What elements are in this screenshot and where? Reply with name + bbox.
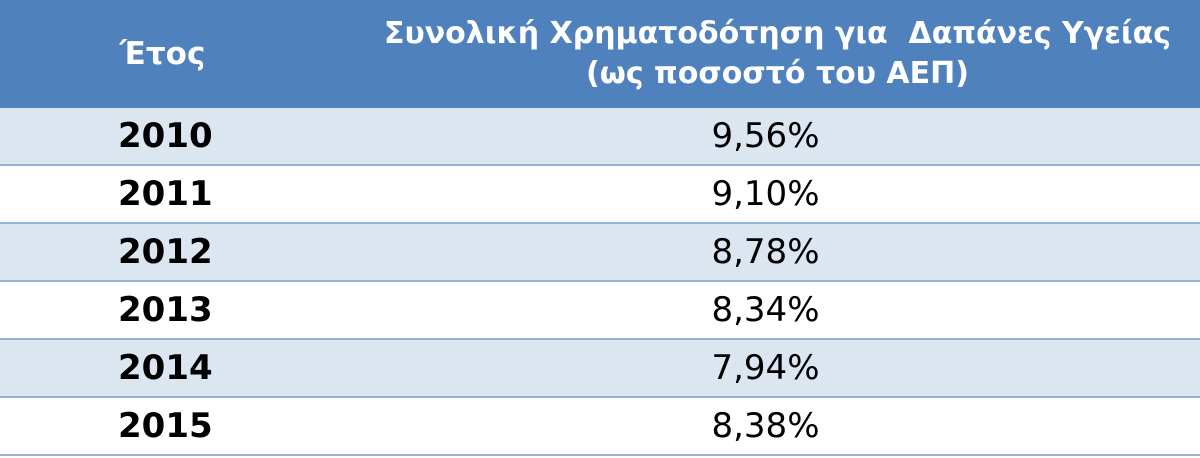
year-cell: 2011 — [118, 174, 213, 214]
year-cell: 2010 — [118, 116, 213, 156]
header-line: (ως ποσοστό του ΑΕΠ) — [586, 56, 969, 91]
header-row: Έτος Συνολική Χρηματοδότηση για Δαπάνες … — [0, 0, 1200, 108]
value-cell: 8,38% — [711, 406, 820, 446]
value-cell: 9,10% — [711, 174, 820, 214]
header-cell: Έτος — [119, 36, 206, 72]
table-row: 2012 8,78% — [0, 224, 1200, 282]
table-row: 2013 8,34% — [0, 282, 1200, 340]
value-cell: 8,34% — [711, 290, 820, 330]
year-cell: 2014 — [118, 348, 213, 388]
year-cell: 2015 — [118, 406, 213, 446]
table-body: 2010 9,56% 2011 9,10% 2012 8,78% 2013 8,34% 2014… — [0, 108, 1200, 456]
year-cell: 2013 — [118, 290, 213, 330]
table-row: 2014 7,94% — [0, 340, 1200, 398]
header-cell: Συνολική Χρηματοδότηση για Δαπάνες Υγεία… — [325, 0, 1200, 108]
year-cell: 2012 — [118, 232, 213, 272]
table-row: 2010 9,56% — [0, 108, 1200, 166]
header-line: Συνολική Χρηματοδότηση για Δαπάνες Υγεία… — [384, 16, 1171, 51]
table-row: 2011 9,10% — [0, 166, 1200, 224]
table-row: 2015 8,38% — [0, 398, 1200, 456]
value-cell: 7,94% — [711, 348, 820, 388]
value-cell: 8,78% — [711, 232, 820, 272]
value-cell: 9,56% — [711, 116, 820, 156]
